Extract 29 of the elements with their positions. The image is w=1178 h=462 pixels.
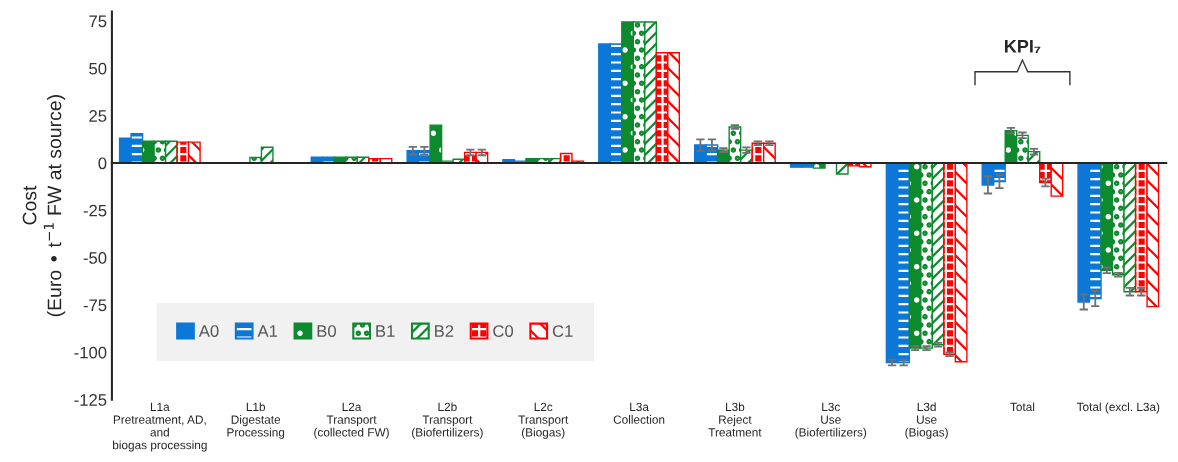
y-tick-label: -75	[83, 299, 107, 312]
x-tick-label: L3a Collection	[613, 402, 665, 424]
legend-label: A1	[257, 325, 278, 337]
legend-label: B1	[376, 325, 395, 337]
y-tick-label: 75	[89, 15, 107, 28]
x-tick-label: L3d Use (Biogas)	[905, 402, 948, 439]
x-tick-label: L2b Transport (Biofertilizers)	[412, 402, 483, 439]
x-tick-label: L1b Digestate Processing	[227, 402, 285, 439]
x-tick-label: L2a Transport (collected FW)	[314, 402, 389, 439]
y-tick-label: -25	[83, 204, 107, 217]
x-tick-label: Total	[1010, 402, 1035, 412]
x-tick-label: L3b Reject Treatment	[708, 402, 762, 437]
annotation: KPI₇	[1005, 40, 1041, 53]
y-tick-label: -50	[83, 252, 107, 264]
y-tick-label: 25	[89, 110, 107, 122]
legend-label: B2	[435, 325, 454, 337]
x-tick-label: L2c Transport (Biogas)	[518, 402, 569, 439]
legend-label: B0	[317, 325, 336, 337]
y-axis-title: Cost (Euro • t$^{−1}$ FW at source)	[22, 95, 66, 317]
legend-label: C0	[493, 325, 514, 337]
y-tick-label: -125	[74, 394, 107, 406]
y-tick-label: -100	[74, 346, 107, 359]
y-tick-label: 50	[89, 62, 107, 75]
x-tick-label: L3c Use (Biofertilizers)	[795, 402, 867, 439]
y-tick-label: 0	[98, 157, 107, 170]
legend-label: A0	[198, 325, 219, 337]
x-tick-label: Total (excl. L3a)	[1076, 402, 1160, 414]
legend-label: C1	[552, 325, 573, 337]
x-tick-label: L1a Pretreatment, AD, and biogas processing	[113, 402, 207, 452]
